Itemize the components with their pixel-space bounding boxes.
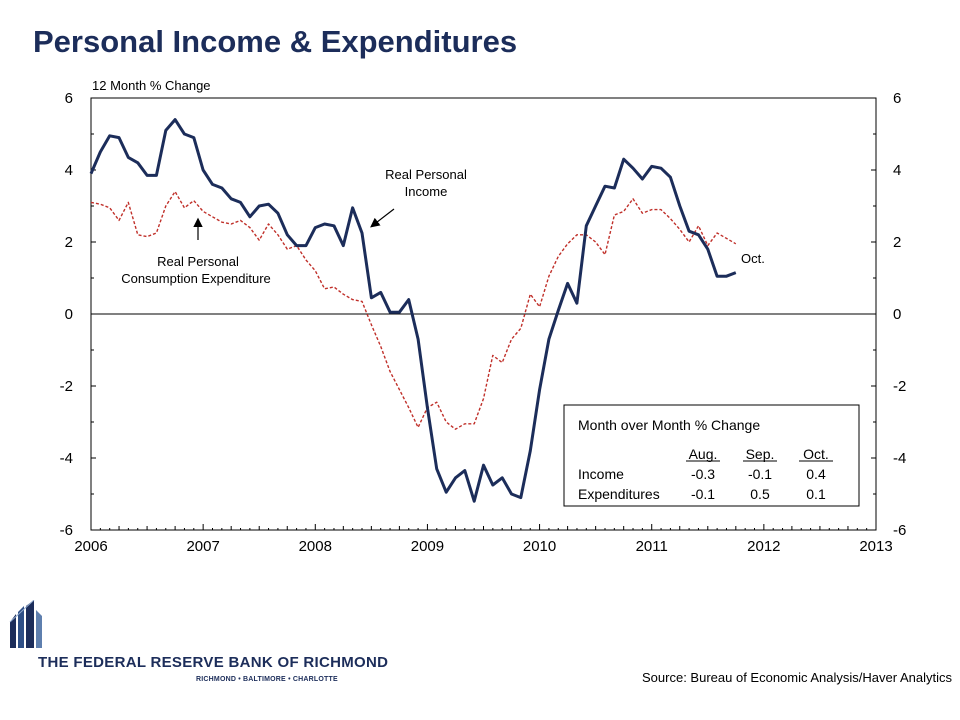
inset-table-cell: -0.1 [691,486,715,502]
inset-table-row-label: Expenditures [578,486,660,502]
x-tick-label: 2010 [523,538,556,555]
x-tick-label: 2012 [747,538,780,555]
y-tick-label-left: 2 [65,234,73,251]
inset-table-title: Month over Month % Change [578,417,760,433]
oct-annotation: Oct. [741,251,765,266]
inset-table-column-header: Oct. [803,446,829,462]
y-tick-label-left: -6 [60,522,73,539]
income-series-line [89,118,737,503]
income-annotation-line2: Income [405,184,448,199]
page-title: Personal Income & Expenditures [33,24,518,59]
source-note: Source: Bureau of Economic Analysis/Have… [642,670,952,685]
consumption-annotation-line1: Real Personal [157,254,239,269]
y-axis-label: 12 Month % Change [92,78,211,93]
income-annotation-arrow [370,208,395,228]
inset-table-cell: 0.1 [806,486,826,502]
y-tick-label-left: -4 [60,450,73,467]
x-tick-label: 2006 [74,538,107,555]
inset-table-row-label: Income [578,466,624,482]
inset-table-column-header: Sep. [746,446,775,462]
inset-table-box [563,404,860,507]
inset-table: Month over Month % Change Aug. Sep. Oct. Inc… [563,404,860,507]
y-tick-label-left: -2 [60,378,73,395]
y-tick-label-left: 4 [65,162,73,179]
x-tick-label: 2013 [859,538,892,555]
y-tick-label-right: 6 [893,90,901,107]
inset-table-cell: -0.3 [691,466,715,482]
y-tick-label-right: 4 [893,162,901,179]
x-tick-label: 2009 [411,538,444,555]
federal-reserve-eagle-logo [9,600,42,648]
consumption-annotation-line2: Consumption Expenditure [121,271,271,286]
y-tick-label-right: -2 [893,378,906,395]
y-tick-label-right: -4 [893,450,906,467]
y-tick-label-left: 6 [65,90,73,107]
bank-name: THE FEDERAL RESERVE BANK OF RICHMOND [38,654,389,671]
inset-table-cell: 0.5 [750,486,770,502]
inset-table-column-header: Aug. [689,446,718,462]
x-tick-label: 2008 [299,538,332,555]
income-annotation-line1: Real Personal [385,167,467,182]
inset-table-cell: -0.1 [748,466,772,482]
x-tick-label: 2011 [636,538,668,555]
x-tick-label: 2007 [186,538,219,555]
y-tick-label-right: 2 [893,234,901,251]
chart-annotations: Real Personal Income Real Personal Consumpt… [121,167,765,286]
y-tick-label-right: 0 [893,306,901,323]
bank-cities: RICHMOND • BALTIMORE • CHARLOTTE [196,676,338,683]
y-tick-label-right: -6 [893,522,906,539]
y-tick-label-left: 0 [65,306,73,323]
consumption-series-line [90,190,737,430]
inset-table-cell: 0.4 [806,466,826,482]
chart-series [89,118,737,503]
